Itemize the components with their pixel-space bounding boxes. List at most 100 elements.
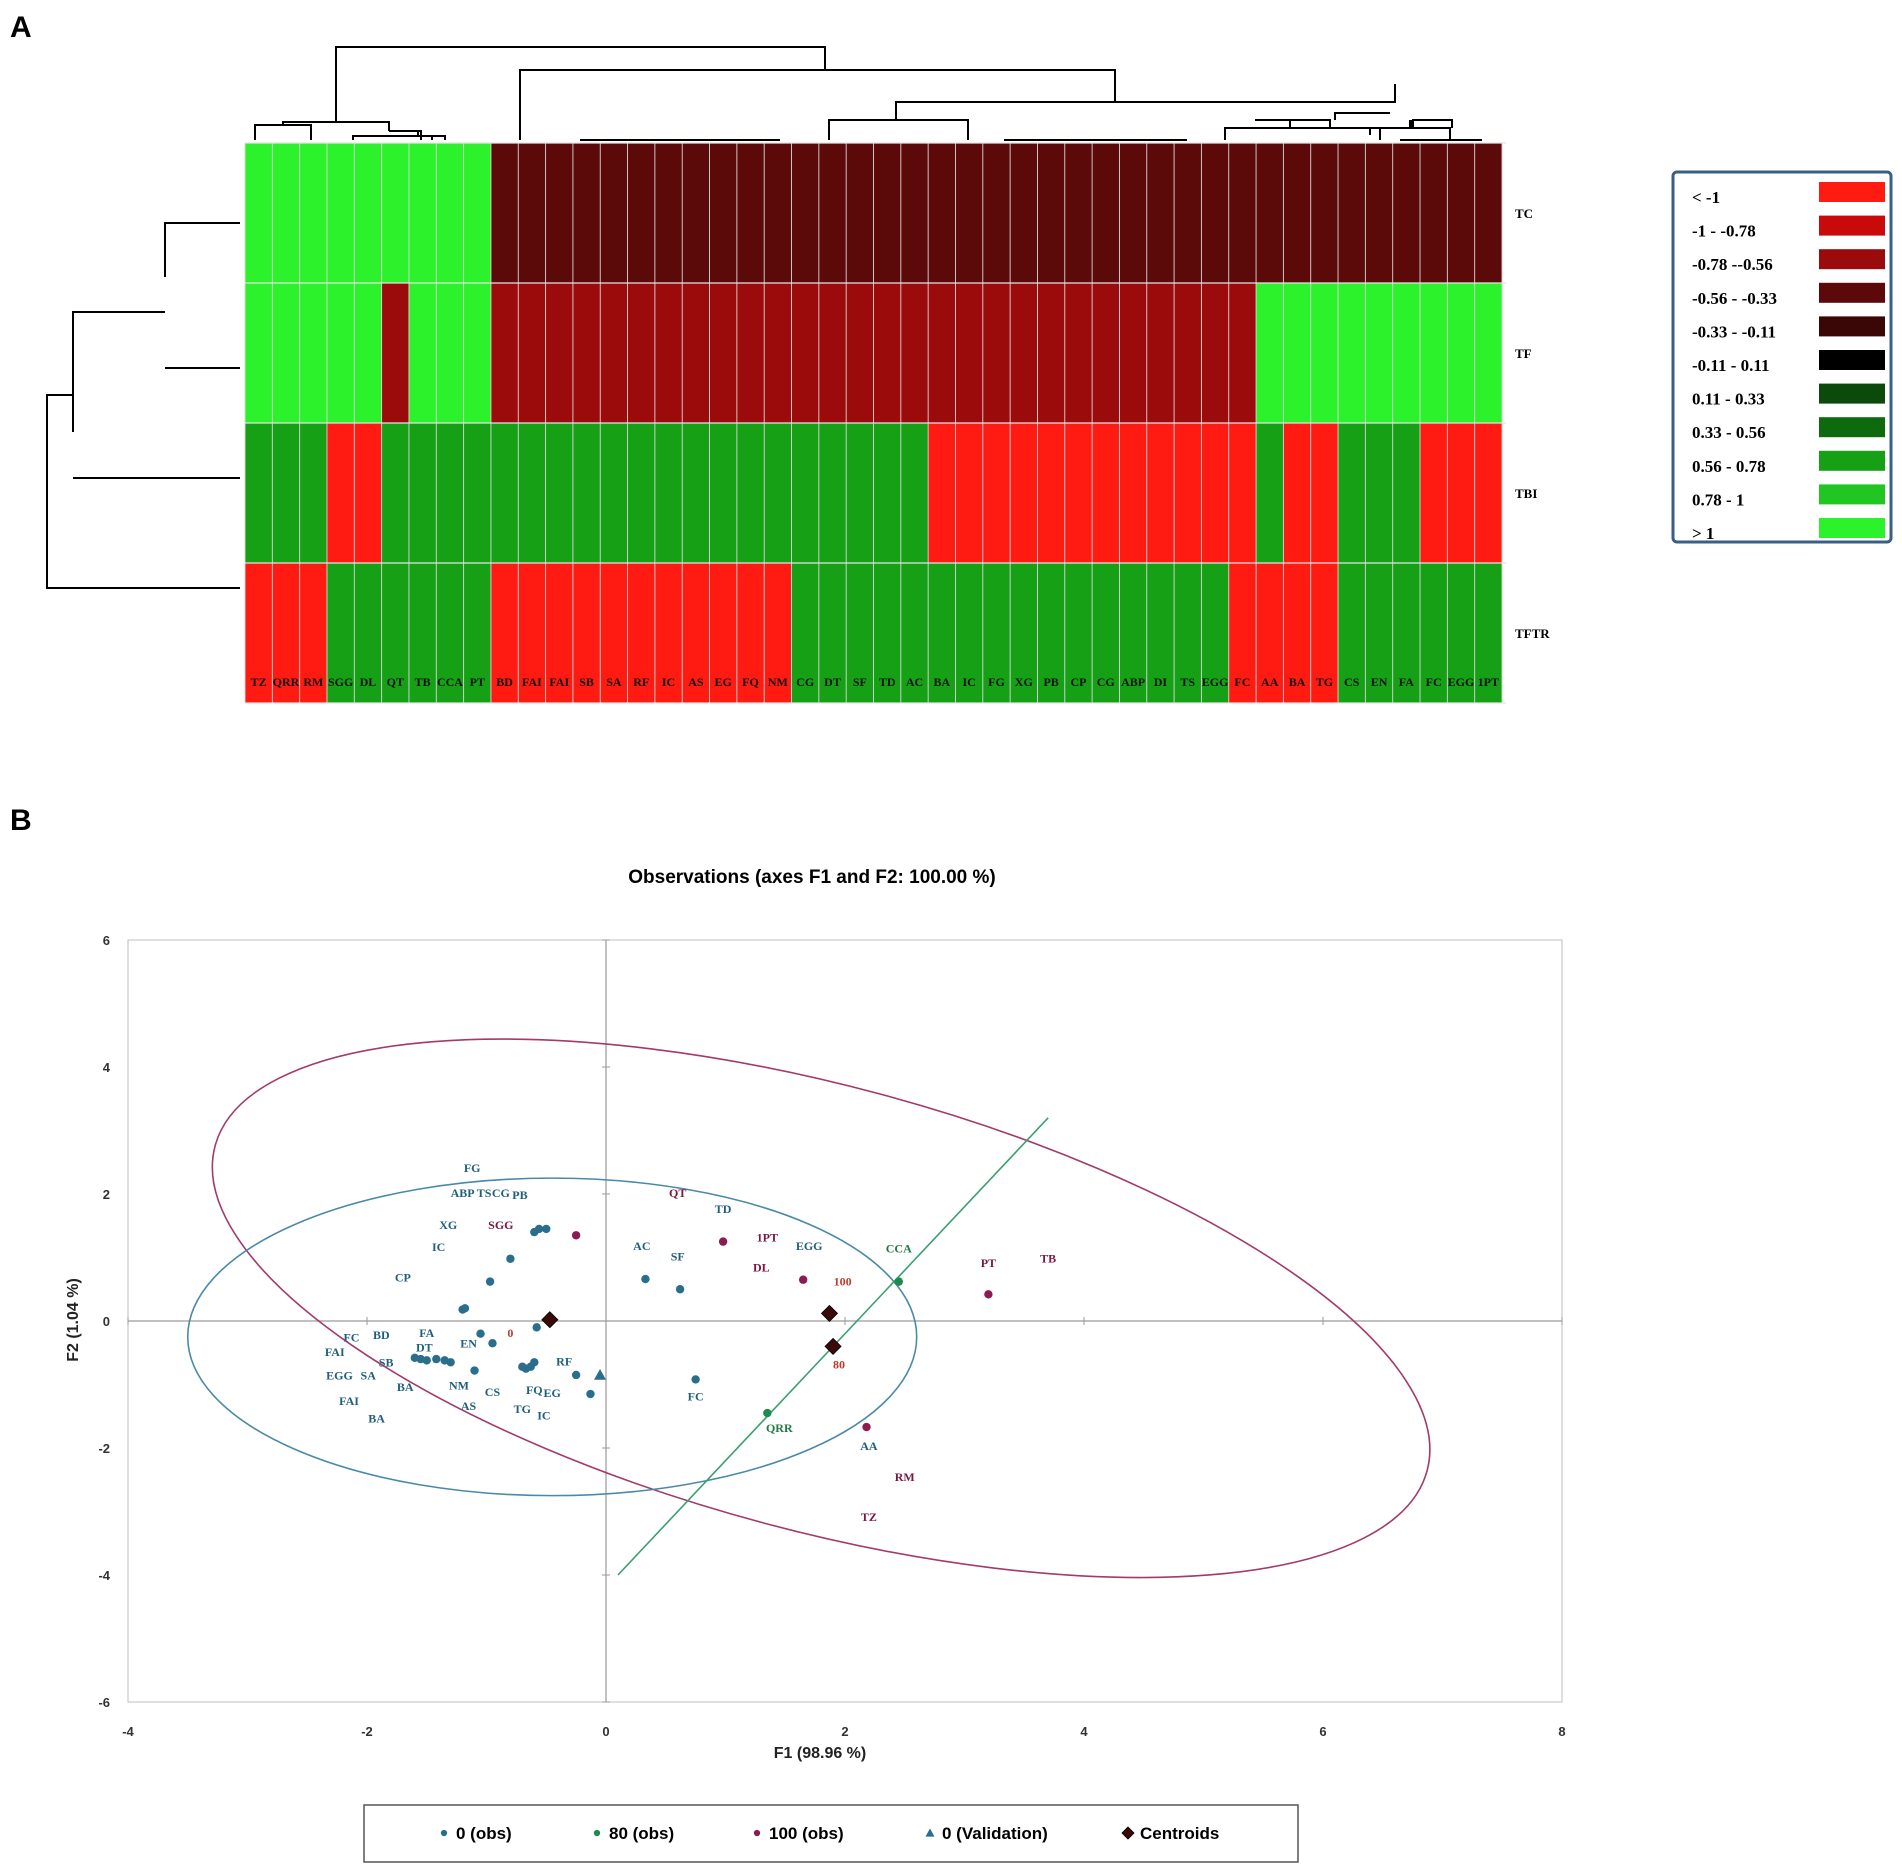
heatmap-cell (682, 143, 710, 284)
point-label: FAI (325, 1345, 345, 1359)
heatmap-cell (818, 423, 847, 564)
point-label: CG (492, 1186, 510, 1200)
heatmap-cell (408, 423, 437, 564)
heatmap-row-label-tftr: TFTR (1515, 626, 1550, 641)
heatmap-cell (1310, 143, 1339, 284)
heatmap-column-labels: TZ QRR RM SGG DL QT TB CCA PT BD FAI FAI SB SA RF IC AS E… (251, 675, 1499, 689)
panel-a-label: A (10, 11, 32, 44)
heatmap-cell (545, 423, 574, 564)
heatmap-cell (873, 563, 902, 704)
heatmap-cell (1392, 143, 1421, 284)
scatter-point (718, 1237, 728, 1246)
heatmap-cell (1119, 143, 1148, 284)
heatmap-cell (1037, 283, 1066, 424)
heatmap-column-label: PT (470, 675, 485, 689)
point-label: SF (671, 1250, 685, 1264)
heatmap-cell (928, 283, 956, 424)
color-legend-label: -0.33 - -0.11 (1692, 322, 1776, 341)
heatmap-cell (736, 563, 765, 704)
point-label: SA (361, 1368, 377, 1382)
heatmap-cell (846, 283, 874, 424)
heatmap-column-label: RF (633, 675, 649, 689)
legend-label: 80 (obs) (609, 1824, 674, 1843)
y-tick-label: 6 (103, 933, 110, 948)
heatmap-cell (326, 143, 355, 284)
heatmap-cell (982, 283, 1011, 424)
heatmap-cell (654, 143, 683, 284)
heatmap-cell (1092, 423, 1120, 564)
heatmap-cell (791, 283, 820, 424)
point-label: FC (343, 1330, 359, 1344)
y-tick-label: -6 (98, 1695, 110, 1710)
heatmap-column-label: BA (1289, 675, 1306, 689)
heatmap-cell (272, 563, 301, 704)
heatmap-cell (1174, 283, 1202, 424)
heatmap-cell (436, 563, 465, 704)
heatmap-cell (600, 143, 628, 284)
heatmap-cell (764, 423, 792, 564)
heatmap-column-label: CS (1344, 675, 1360, 689)
scatter-point (530, 1358, 539, 1367)
heatmap-column-label: CG (796, 675, 814, 689)
heatmap-column-label: SF (853, 675, 867, 689)
legend-marker (925, 1828, 935, 1837)
heatmap-cell (1037, 423, 1066, 564)
heatmap-cell (1283, 423, 1312, 564)
legend-label: 0 (Validation) (942, 1824, 1048, 1843)
color-legend-label: 0.56 - 0.78 (1692, 457, 1766, 476)
heatmap-column-label: EGG (1202, 675, 1229, 689)
confidence-ellipse-100 (211, 1038, 1431, 1579)
heatmap-cell (272, 143, 301, 284)
heatmap-cell (326, 423, 355, 564)
heatmap-column-label: FA (1399, 675, 1414, 689)
heatmap-cell (572, 143, 601, 284)
legend-label: 100 (obs) (769, 1824, 844, 1843)
heatmap-cell (1365, 283, 1394, 424)
point-label: IC (537, 1408, 550, 1422)
heatmap-cell (1037, 563, 1066, 704)
color-legend-swatch (1819, 249, 1885, 270)
color-legend-label: > 1 (1692, 524, 1714, 543)
point-label: RM (895, 1470, 915, 1484)
y-axis-title: F2 (1.04 %) (65, 1278, 82, 1362)
heatmap-cell (1420, 143, 1448, 284)
heatmap-cell (1338, 423, 1366, 564)
heatmap-cell (955, 283, 984, 424)
heatmap: TZ QRR RM SGG DL QT TB CCA PT BD FAI FAI SB SA RF IC AS E… (46, 46, 1550, 704)
heatmap-cell (518, 143, 546, 284)
scatter-point (541, 1311, 559, 1329)
heatmap-cell (1010, 563, 1038, 704)
heatmap-cell (736, 143, 765, 284)
point-label: TG (514, 1402, 531, 1416)
heatmap-column-label: QT (387, 675, 404, 689)
heatmap-cell (1228, 423, 1257, 564)
scatter-point (586, 1389, 595, 1399)
scatter-plot: -4 -2 0 2 4 6 8 6 4 2 0 -2 -4 -6 FG ABP TS CG PB XG IC CP FC B… (98, 933, 1565, 1739)
point-label: IC (432, 1240, 445, 1254)
heatmap-cell (545, 283, 574, 424)
heatmap-cell (354, 563, 383, 704)
heatmap-cell (900, 283, 929, 424)
heatmap-cell (1119, 563, 1148, 704)
heatmap-cell (463, 283, 492, 424)
point-label: AS (461, 1399, 477, 1413)
scatter-point (675, 1285, 685, 1294)
row-dendrogram (46, 222, 240, 589)
point-label: TZ (861, 1510, 877, 1524)
heatmap-cell (1201, 283, 1230, 424)
heatmap-column-label: SB (579, 675, 594, 689)
heatmap-column-label: FAI (522, 675, 542, 689)
heatmap-cell (381, 563, 410, 704)
heatmap-cell (873, 283, 902, 424)
heatmap-cell (1420, 283, 1448, 424)
heatmap-cell (1283, 563, 1312, 704)
heatmap-cell (1310, 423, 1339, 564)
heatmap-cell (1064, 563, 1093, 704)
scatter-point (485, 1277, 495, 1286)
heatmap-cell (982, 563, 1011, 704)
color-legend-swatch (1819, 182, 1885, 202)
heatmap-row-label-tc: TC (1515, 206, 1533, 221)
heatmap-column-label: CCA (437, 675, 463, 689)
heatmap-cell (381, 283, 410, 424)
